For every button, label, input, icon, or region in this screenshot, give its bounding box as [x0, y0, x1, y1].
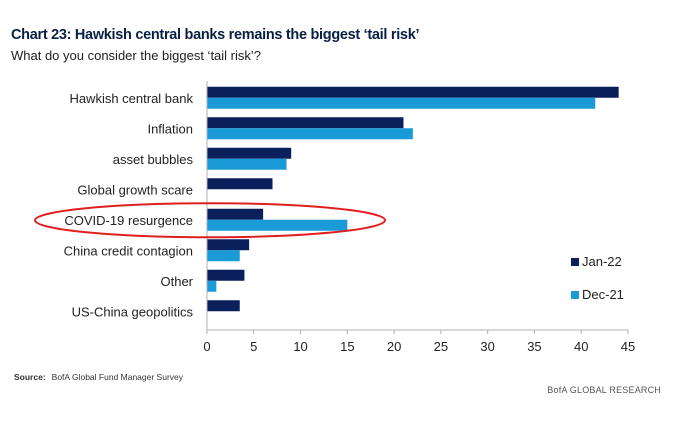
chart-title: Chart 23: Hawkish central banks remains … — [11, 27, 420, 43]
x-tick-label-35: 35 — [527, 339, 541, 354]
category-label-hawkish-central-bank: Hawkish central bank — [69, 91, 193, 106]
bar-jan-22-global-growth-scare — [207, 178, 273, 190]
legend-swatch-dec-21 — [571, 291, 579, 299]
source-text: BofA Global Fund Manager Survey — [51, 372, 184, 382]
category-label-us-china-geopolitics: US-China geopolitics — [72, 304, 194, 319]
x-tick-label-0: 0 — [203, 339, 210, 354]
bar-dec-21-covid-19-resurgence — [207, 219, 348, 231]
x-tick-label-15: 15 — [340, 339, 354, 354]
bar-jan-22-us-china-geopolitics — [207, 300, 240, 312]
category-label-china-credit-contagion: China credit contagion — [64, 243, 193, 258]
x-tick-label-20: 20 — [387, 339, 401, 354]
x-tick-label-10: 10 — [293, 339, 307, 354]
bar-jan-22-covid-19-resurgence — [207, 208, 264, 220]
bar-jan-22-asset-bubbles — [207, 147, 292, 159]
category-label-covid-19-resurgence: COVID-19 resurgence — [64, 213, 193, 228]
category-label-asset-bubbles: asset bubbles — [113, 152, 194, 167]
legend-label-dec-21: Dec-21 — [582, 287, 624, 302]
x-tick-label-25: 25 — [434, 339, 448, 354]
bar-jan-22-inflation — [207, 117, 404, 129]
legend-label-jan-22: Jan-22 — [582, 254, 622, 269]
x-tick-label-40: 40 — [574, 339, 588, 354]
highlight-ellipse — [34, 202, 386, 239]
source-label: Source: — [14, 372, 46, 382]
bar-jan-22-china-credit-contagion — [207, 239, 250, 251]
source-note: Source: BofA Global Fund Manager Survey — [14, 372, 183, 382]
category-label-global-growth-scare: Global growth scare — [77, 182, 193, 197]
category-label-other: Other — [160, 274, 193, 289]
bar-dec-21-china-credit-contagion — [207, 250, 240, 262]
brand-label: BofA GLOBAL RESEARCH — [547, 385, 661, 395]
x-tick-label-45: 45 — [621, 339, 635, 354]
bar-dec-21-hawkish-central-bank — [207, 97, 596, 109]
x-tick-label-5: 5 — [250, 339, 257, 354]
chart-subtitle: What do you consider the biggest ‘tail r… — [11, 48, 262, 63]
legend-swatch-jan-22 — [571, 258, 579, 266]
bar-dec-21-other — [207, 280, 217, 292]
bar-dec-21-asset-bubbles — [207, 158, 287, 170]
category-label-inflation: Inflation — [147, 121, 193, 136]
bar-jan-22-other — [207, 269, 245, 281]
x-tick-label-30: 30 — [480, 339, 494, 354]
bar-jan-22-hawkish-central-bank — [207, 86, 619, 98]
bar-dec-21-inflation — [207, 128, 413, 140]
